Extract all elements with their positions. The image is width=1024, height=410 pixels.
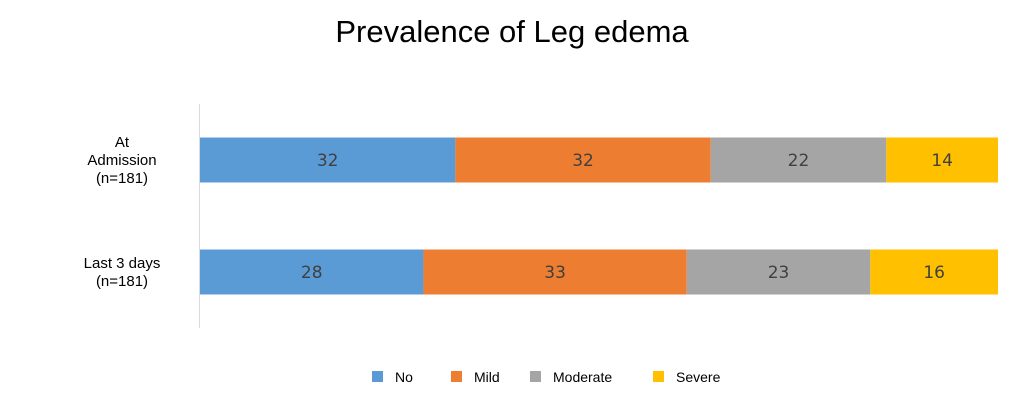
bar-segment-no <box>200 137 456 183</box>
category-labels: At Admission (n=181) Last 3 days (n=181) <box>84 134 161 290</box>
data-label: 32 <box>317 151 339 171</box>
bar-segment-no <box>200 249 424 295</box>
bar-segment-moderate <box>710 137 887 183</box>
legend-label: Moderate <box>553 369 612 385</box>
data-label: 16 <box>923 263 945 283</box>
legend-swatch <box>653 371 664 382</box>
data-label: 14 <box>931 151 953 171</box>
legend: No Mild Moderate Severe <box>372 369 721 385</box>
chart-title: Prevalence of Leg edema <box>335 14 689 49</box>
legend-label: No <box>395 369 413 385</box>
category-label: At Admission (n=181) <box>87 134 156 187</box>
data-label: 28 <box>301 263 323 283</box>
bar-segment-severe <box>886 137 998 183</box>
bar-segment-mild <box>455 137 711 183</box>
data-label: 22 <box>788 151 810 171</box>
legend-item-no: No <box>372 369 413 385</box>
data-label: 32 <box>572 151 594 171</box>
legend-label: Mild <box>474 369 500 385</box>
legend-item-mild: Mild <box>451 369 500 385</box>
legend-item-moderate: Moderate <box>530 369 612 385</box>
legend-swatch <box>372 371 383 382</box>
data-label: 23 <box>768 263 790 283</box>
data-label: 33 <box>544 263 566 283</box>
bar-segment-severe <box>870 249 998 295</box>
legend-swatch <box>530 371 541 382</box>
legend-item-severe: Severe <box>653 369 721 385</box>
category-label: Last 3 days (n=181) <box>84 255 161 290</box>
legend-label: Severe <box>676 369 721 385</box>
bar-segment-moderate <box>686 249 871 295</box>
bar-segments: 32 32 22 14 28 33 23 16 <box>200 137 998 295</box>
bar-segment-mild <box>423 249 687 295</box>
legend-swatch <box>451 371 462 382</box>
